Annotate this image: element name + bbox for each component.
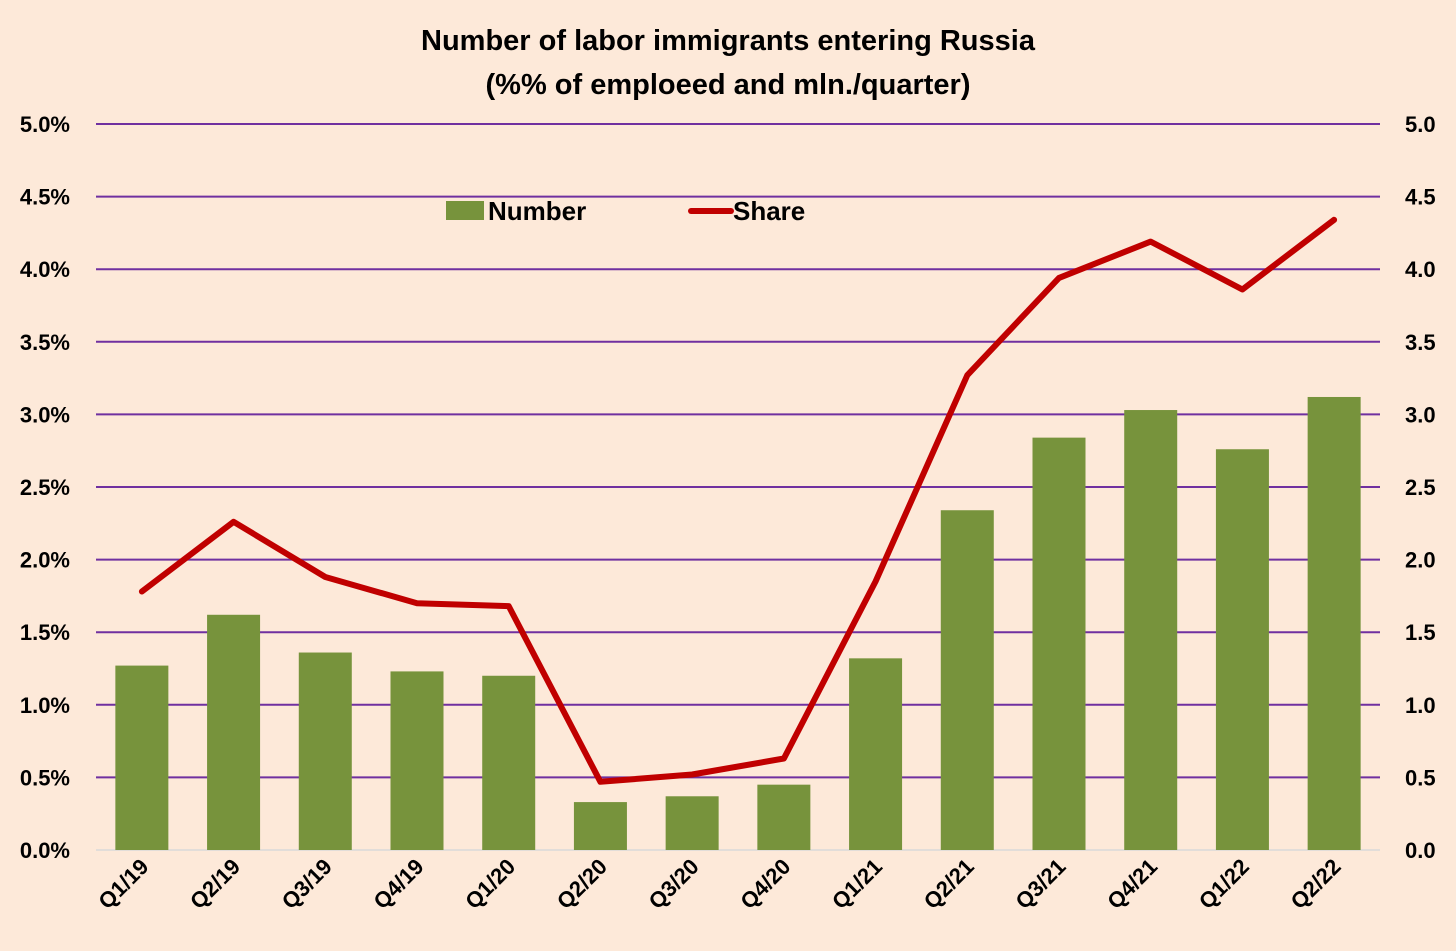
bar bbox=[665, 796, 719, 850]
bar bbox=[757, 784, 811, 850]
legend-label-share: Share bbox=[733, 196, 805, 226]
bar bbox=[940, 510, 994, 850]
bar bbox=[1032, 437, 1086, 850]
right-tick-label: 4.5 bbox=[1405, 185, 1436, 210]
chart-title: Number of labor immigrants entering Russ… bbox=[421, 25, 1036, 57]
bar bbox=[390, 671, 444, 850]
left-tick-label: 1.5% bbox=[20, 620, 70, 645]
legend: Number Share bbox=[446, 196, 805, 226]
left-tick-label: 3.5% bbox=[20, 330, 70, 355]
left-tick-label: 0.0% bbox=[20, 838, 70, 863]
bar bbox=[849, 658, 903, 850]
bar bbox=[1215, 449, 1269, 850]
left-tick-label: 3.0% bbox=[20, 402, 70, 427]
legend-label-number: Number bbox=[488, 196, 586, 226]
line-series bbox=[138, 216, 1338, 785]
right-tick-label: 5.0 bbox=[1405, 112, 1436, 137]
bar bbox=[1124, 410, 1178, 850]
bar bbox=[573, 802, 627, 850]
right-tick-label: 1.0 bbox=[1405, 693, 1436, 718]
left-tick-label: 2.5% bbox=[20, 475, 70, 500]
left-tick-label: 4.5% bbox=[20, 185, 70, 210]
left-tick-label: 4.0% bbox=[20, 257, 70, 282]
left-tick-label: 5.0% bbox=[20, 112, 70, 137]
bar bbox=[482, 675, 536, 850]
left-tick-label: 2.0% bbox=[20, 548, 70, 573]
right-tick-label: 4.0 bbox=[1405, 257, 1436, 282]
right-axis-ticks: 0.0 0.5 1.0 1.5 2.0 2.5 3.0 3.5 4.0 4.5 5.0 bbox=[1405, 112, 1436, 863]
bar bbox=[207, 614, 261, 850]
right-tick-label: 0.0 bbox=[1405, 838, 1436, 863]
left-tick-label: 1.0% bbox=[20, 693, 70, 718]
right-tick-label: 0.5 bbox=[1405, 765, 1436, 790]
bar bbox=[1307, 396, 1361, 850]
bar bbox=[115, 665, 169, 850]
right-tick-label: 1.5 bbox=[1405, 620, 1436, 645]
right-tick-label: 3.5 bbox=[1405, 330, 1436, 355]
bar-series bbox=[115, 396, 1361, 850]
left-tick-label: 0.5% bbox=[20, 765, 70, 790]
legend-swatch-number bbox=[446, 201, 484, 220]
chart-subtitle: (%% of emploeed and mln./quarter) bbox=[486, 69, 971, 101]
left-axis-ticks: 0.0% 0.5% 1.0% 1.5% 2.0% 2.5% 3.0% 3.5% 4.0% 4.5%… bbox=[20, 112, 70, 863]
right-tick-label: 2.5 bbox=[1405, 475, 1436, 500]
share-line bbox=[138, 216, 1338, 785]
bar bbox=[298, 652, 352, 850]
right-tick-label: 2.0 bbox=[1405, 548, 1436, 573]
right-tick-label: 3.0 bbox=[1405, 402, 1436, 427]
